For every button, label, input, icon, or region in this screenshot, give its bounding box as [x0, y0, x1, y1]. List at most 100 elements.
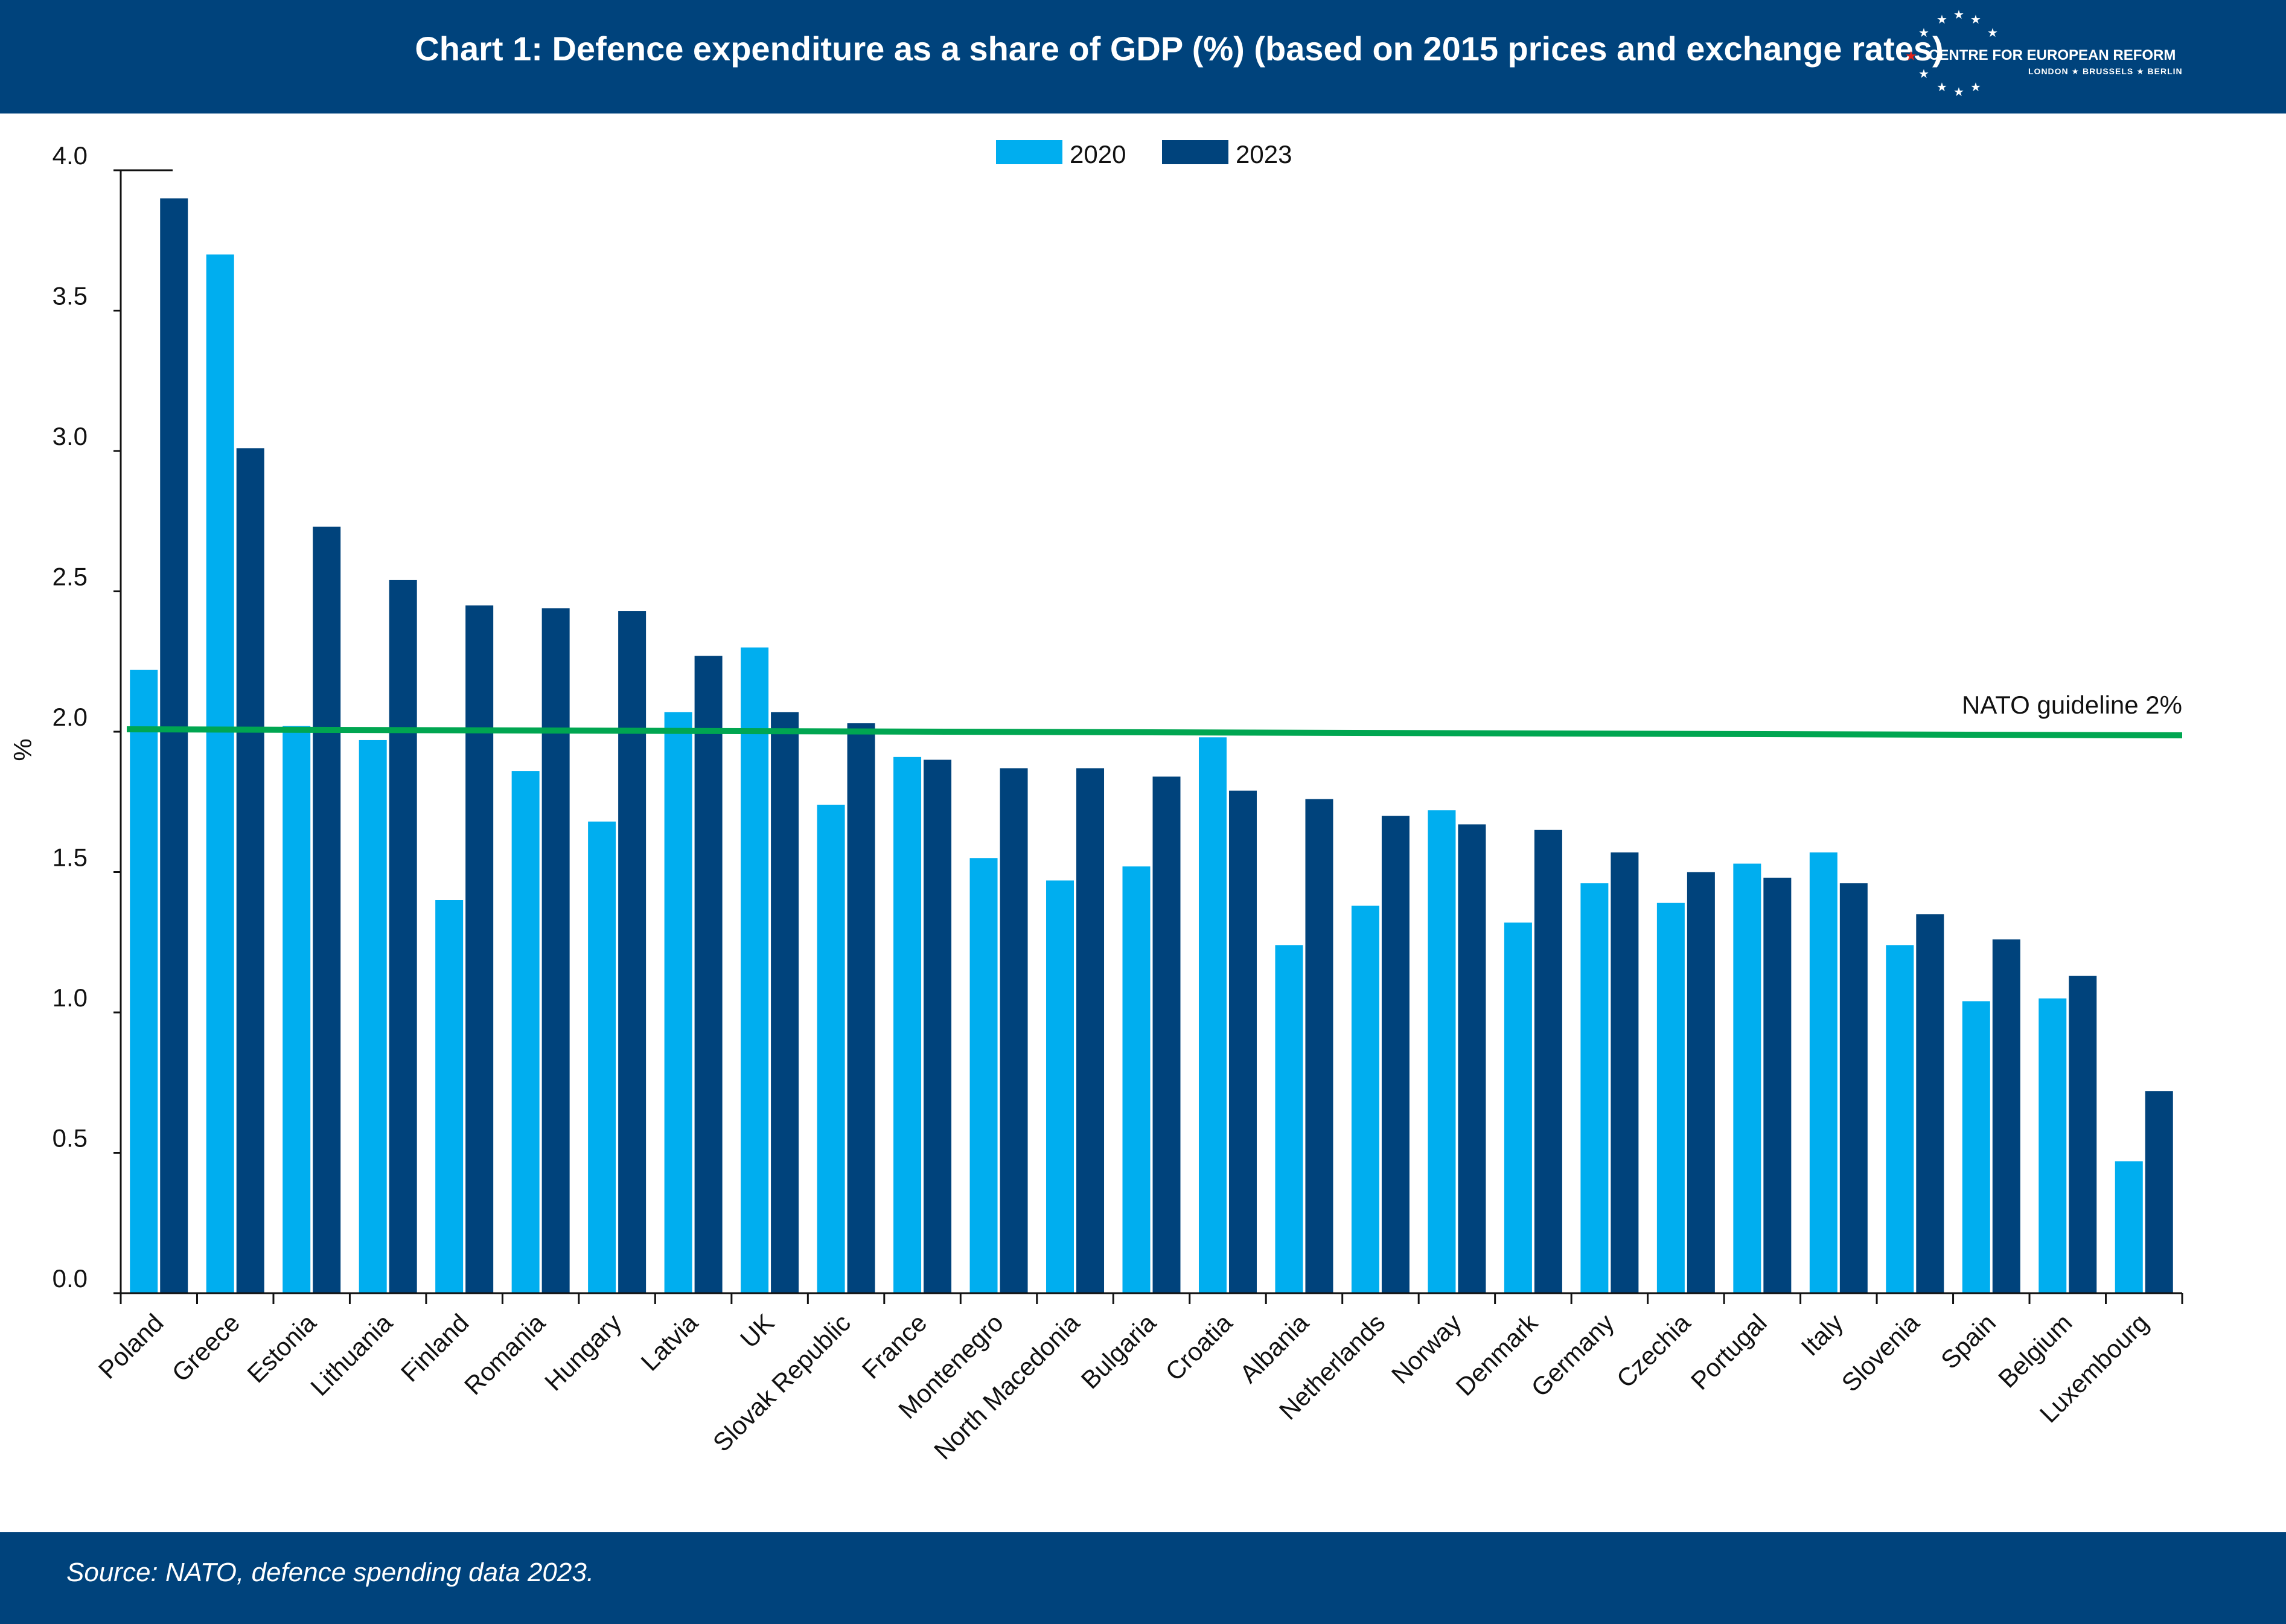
y-tick-label: 1.0 — [53, 983, 88, 1012]
bar-2020-romania — [511, 771, 540, 1293]
y-tick-label: 0.0 — [53, 1264, 88, 1293]
bar-2023-italy — [1839, 883, 1868, 1293]
cer-logo: ★ ★ ★ ★ ★ ★ ★ ★ ★ ★ CENTRE FOR EUROPEAN … — [1905, 8, 2183, 99]
bar-2023-portugal — [1763, 877, 1792, 1293]
bar-2020-germany — [1580, 883, 1609, 1293]
bar-2023-greece — [236, 448, 264, 1293]
bar-2023-poland — [160, 198, 188, 1293]
bar-2020-estonia — [283, 726, 311, 1293]
bar-2020-lithuania — [359, 740, 387, 1293]
bar-2020-croatia — [1198, 737, 1227, 1293]
chart-footer: Source: NATO, defence spending data 2023… — [0, 1532, 2286, 1624]
bar-2020-slovak-republic — [817, 804, 845, 1293]
bar-2023-latvia — [694, 656, 723, 1293]
bar-2020-denmark — [1504, 922, 1532, 1293]
bar-2020-finland — [435, 900, 464, 1293]
y-tick-label: 3.0 — [53, 422, 88, 450]
bar-2023-bulgaria — [1152, 776, 1181, 1293]
bar-2023-slovak-republic — [847, 723, 875, 1293]
x-tick-label: Slovenia — [1836, 1308, 1926, 1398]
bar-2020-poland — [130, 670, 158, 1293]
bar-2023-belgium — [2069, 976, 2097, 1293]
x-tick-label: Latvia — [635, 1308, 703, 1376]
x-tick-label: Portugal — [1685, 1308, 1772, 1395]
legend-swatch-2020 — [996, 140, 1062, 164]
bar-2023-netherlands — [1381, 816, 1410, 1293]
x-tick-label: Denmark — [1451, 1308, 1544, 1401]
chart-title: Chart 1: Defence expenditure as a share … — [415, 30, 1944, 68]
bar-2023-finland — [465, 605, 494, 1293]
x-tick-label: Czechia — [1611, 1308, 1696, 1393]
bar-2023-north-macedonia — [1076, 768, 1105, 1293]
bar-2023-romania — [541, 608, 570, 1293]
legend-label-2023: 2023 — [1236, 140, 1292, 168]
legend-label-2020: 2020 — [1070, 140, 1126, 168]
bar-2020-slovenia — [1886, 945, 1914, 1293]
bar-2020-hungary — [588, 821, 616, 1293]
y-tick-label: 2.0 — [53, 703, 88, 731]
y-tick-label: 4.0 — [53, 141, 88, 170]
bar-2020-netherlands — [1351, 906, 1379, 1293]
bar-2023-germany — [1611, 852, 1639, 1293]
bar-2020-italy — [1809, 852, 1837, 1293]
bar-chart: 0.0 0.5 1.0 1.5 2.0 2.5 3.0 3.5 4.0% PolandGreec… — [8, 140, 2183, 1465]
legend: 2020 2023 — [996, 140, 1292, 168]
x-tick-label: Bulgaria — [1076, 1308, 1162, 1395]
x-tick-label: Hungary — [539, 1308, 627, 1396]
guideline: NATO guideline 2% — [126, 691, 2183, 738]
bar-2023-luxembourg — [2145, 1091, 2173, 1293]
x-tick-label: Lithuania — [305, 1308, 398, 1401]
bar-2023-estonia — [313, 526, 341, 1293]
x-tick-label: Slovak Republic — [707, 1308, 856, 1457]
bar-2020-greece — [206, 254, 234, 1293]
x-tick-label: Croatia — [1160, 1308, 1237, 1386]
bar-2023-uk — [771, 712, 799, 1293]
red-star-icon: ★ — [1905, 48, 1917, 63]
bar-2023-hungary — [618, 611, 647, 1293]
bar-2020-bulgaria — [1122, 866, 1151, 1293]
bars — [130, 198, 2173, 1293]
bar-2023-spain — [1992, 939, 2020, 1293]
x-tick-label: UK — [735, 1308, 780, 1354]
bar-2023-norway — [1458, 824, 1486, 1293]
bar-2023-denmark — [1534, 830, 1562, 1293]
x-tick-label: Poland — [93, 1308, 169, 1384]
bar-2020-latvia — [664, 712, 692, 1293]
bar-2020-montenegro — [969, 858, 998, 1293]
bar-2020-luxembourg — [2115, 1161, 2143, 1293]
y-axis: 0.0 0.5 1.0 1.5 2.0 2.5 3.0 3.5 4.0% — [8, 141, 173, 1294]
x-tick-label: Romania — [459, 1308, 551, 1401]
logo-cities: LONDON ★ BRUSSELS ★ BERLIN — [2028, 66, 2183, 76]
y-tick-label: 2.5 — [53, 563, 88, 591]
y-axis-title: % — [8, 738, 37, 761]
x-tick-label: Spain — [1935, 1308, 2001, 1374]
nato-guideline-line — [126, 726, 2183, 738]
x-axis: PolandGreeceEstoniaLithuaniaFinlandRoman… — [93, 1292, 2183, 1465]
bar-2020-albania — [1275, 945, 1303, 1293]
x-tick-label: Greece — [166, 1308, 245, 1387]
y-tick-label: 0.5 — [53, 1124, 88, 1152]
bar-2023-albania — [1305, 799, 1333, 1293]
bar-2020-belgium — [2039, 998, 2067, 1293]
x-tick-label: North Macedonia — [928, 1308, 1085, 1465]
x-tick-label: France — [857, 1308, 933, 1384]
bar-2020-north-macedonia — [1046, 880, 1074, 1293]
chart-header: Chart 1: Defence expenditure as a share … — [0, 0, 2286, 113]
y-tick-label: 1.5 — [53, 843, 88, 872]
bar-2023-slovenia — [1916, 914, 1944, 1293]
x-tick-label: Italy — [1795, 1308, 1848, 1361]
legend-swatch-2023 — [1162, 140, 1228, 164]
bar-2023-france — [924, 759, 952, 1293]
bar-2023-montenegro — [1000, 768, 1028, 1293]
bar-2020-norway — [1428, 810, 1456, 1293]
logo-org-name: CENTRE FOR EUROPEAN REFORM — [1929, 47, 2176, 63]
bar-2020-france — [893, 756, 922, 1293]
bar-2023-czechia — [1687, 872, 1715, 1293]
bar-2020-spain — [1962, 1001, 1990, 1293]
bar-2020-czechia — [1656, 903, 1685, 1293]
bar-2020-portugal — [1733, 863, 1761, 1293]
bar-2023-croatia — [1228, 790, 1257, 1293]
nato-guideline-label: NATO guideline 2% — [1962, 691, 2182, 719]
x-tick-label: Germany — [1525, 1308, 1619, 1402]
bar-2023-lithuania — [389, 580, 417, 1293]
